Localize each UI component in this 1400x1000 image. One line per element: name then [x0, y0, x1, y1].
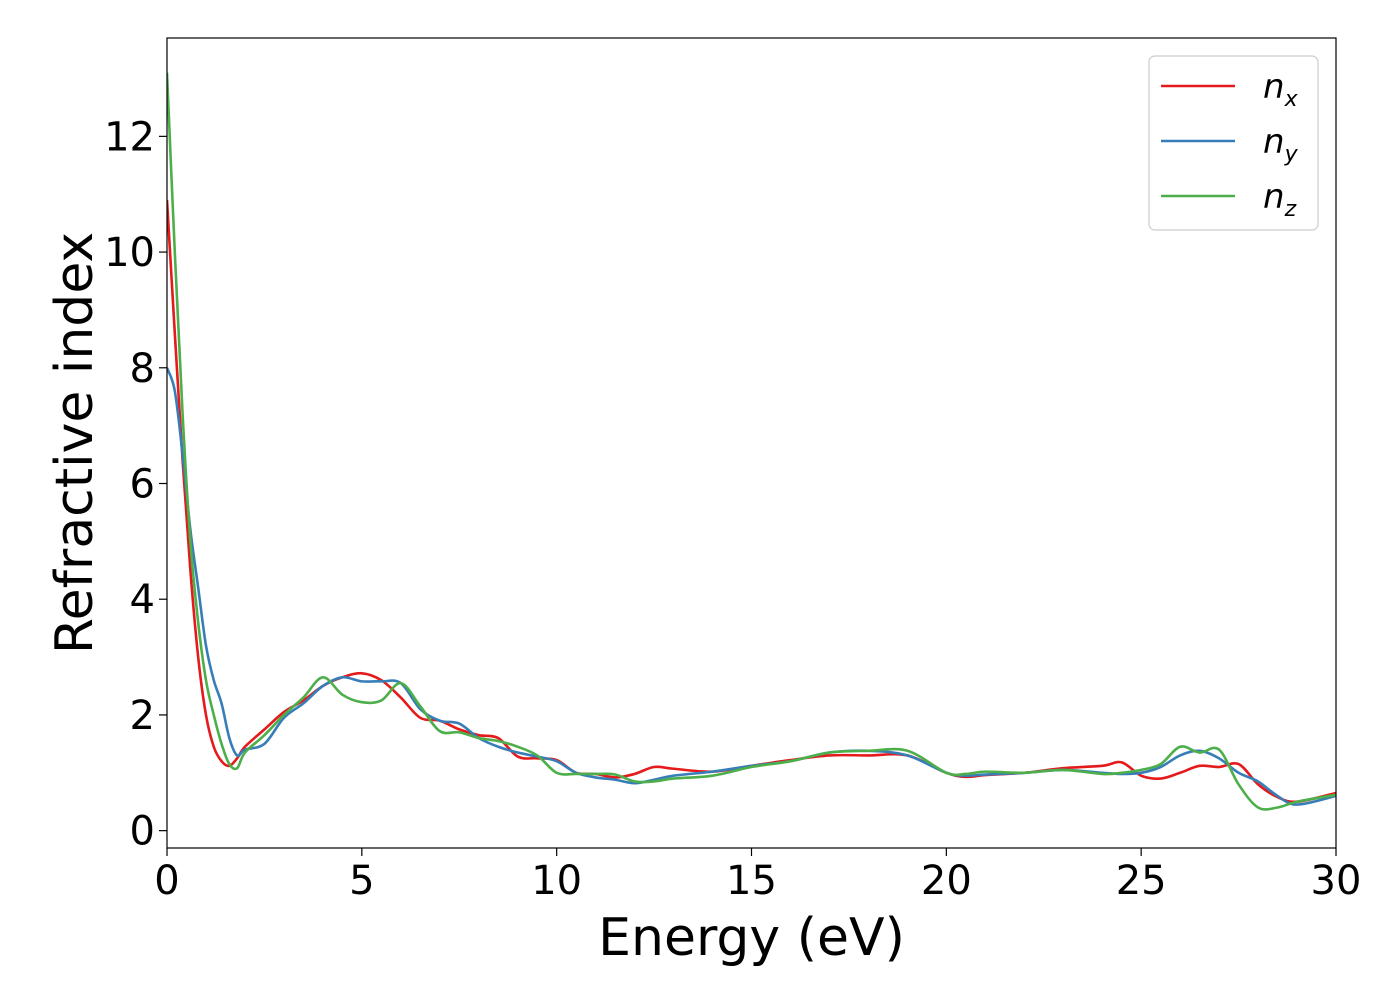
y-tick-label: 12	[104, 114, 155, 160]
y-tick-label: 6	[130, 462, 155, 508]
y-axis-label: Refractive index	[45, 232, 105, 654]
y-tick-label: 0	[130, 809, 155, 855]
x-tick-label: 15	[726, 858, 777, 904]
y-tick-label: 4	[130, 577, 155, 623]
series-layer	[167, 72, 1336, 811]
series-line-nz	[167, 72, 1336, 811]
x-axis-ticks: 0 5 10 15 20 25 30	[154, 848, 1361, 904]
x-tick-label: 5	[349, 858, 374, 904]
y-axis-ticks: 0 2 4 6 8 10 12	[104, 114, 167, 855]
y-tick-label: 2	[130, 693, 155, 739]
x-tick-label: 25	[1116, 858, 1167, 904]
y-tick-label: 8	[130, 346, 155, 392]
x-tick-label: 20	[921, 858, 972, 904]
x-axis-label: Energy (eV)	[598, 908, 905, 968]
legend-box	[1148, 55, 1319, 231]
x-tick-label: 10	[531, 858, 582, 904]
x-tick-label: 0	[154, 858, 179, 904]
y-tick-label: 10	[104, 230, 155, 276]
x-tick-label: 30	[1311, 858, 1362, 904]
